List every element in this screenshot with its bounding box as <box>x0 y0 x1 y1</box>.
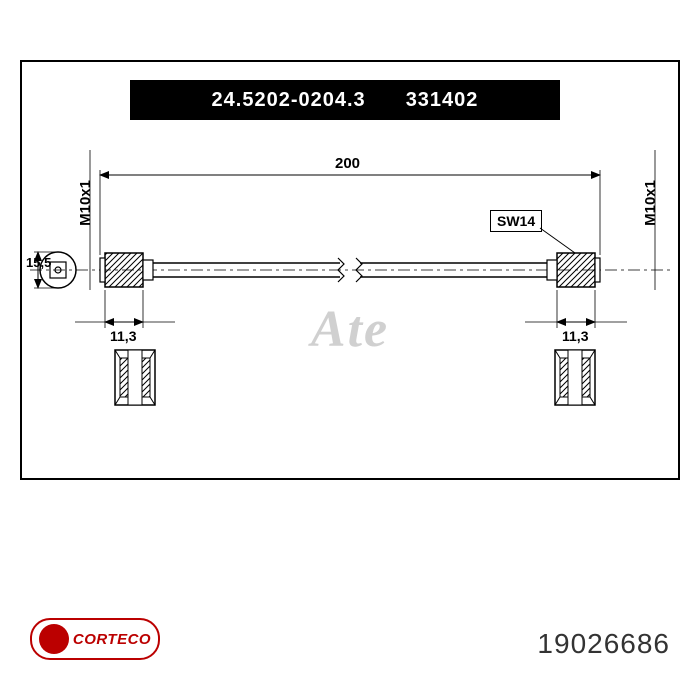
sw14-leader <box>0 0 700 500</box>
brand-logo-text: CORTECO <box>73 631 151 648</box>
watermark-logo: Ate <box>311 300 389 359</box>
catalog-number: 19026686 <box>537 628 670 660</box>
brand-logo: CORTECO <box>30 618 160 660</box>
brand-logo-icon <box>39 624 69 654</box>
